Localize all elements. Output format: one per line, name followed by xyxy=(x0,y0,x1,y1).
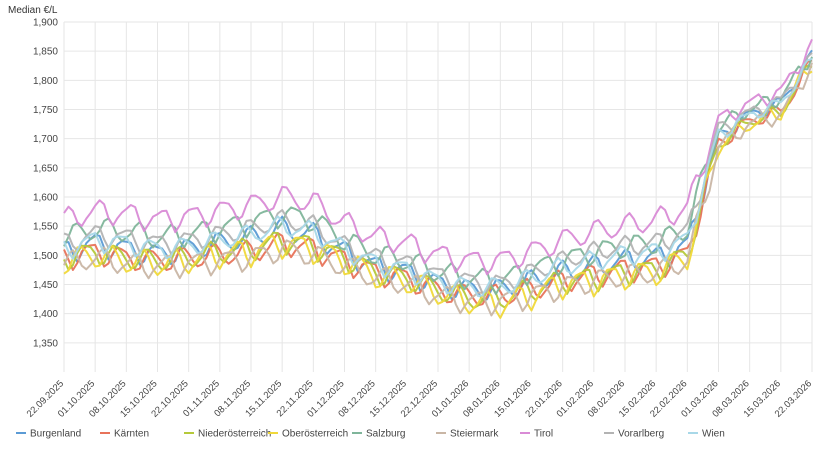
series-line-tirol[interactable] xyxy=(63,38,813,276)
y-tick-label: 1,600 xyxy=(33,193,58,204)
y-tick-label: 1,650 xyxy=(33,163,58,174)
y-tick-label: 1,550 xyxy=(33,222,58,233)
y-tick-label: 1,350 xyxy=(33,338,58,349)
legend-label: Tirol xyxy=(534,429,553,440)
x-axis: 22.09.202501.10.202508.10.202515.10.2025… xyxy=(25,378,814,419)
series-line-steiermark[interactable] xyxy=(63,62,813,317)
y-tick-label: 1,450 xyxy=(33,280,58,291)
legend-label: Kärnten xyxy=(114,429,149,440)
legend-label: Niederösterreich xyxy=(198,429,271,440)
legend-label: Vorarlberg xyxy=(618,429,664,440)
series-line-salzburg[interactable] xyxy=(63,56,813,295)
series-layer xyxy=(63,38,813,319)
legend-item[interactable]: Vorarlberg xyxy=(604,429,664,440)
legend-label: Oberösterreich xyxy=(282,429,348,440)
legend-item[interactable]: Niederösterreich xyxy=(184,429,271,440)
legend-item[interactable]: Kärnten xyxy=(100,429,149,440)
legend-item[interactable]: Wien xyxy=(688,429,725,440)
y-axis-label: Median €/L xyxy=(8,5,58,16)
legend-item[interactable]: Oberösterreich xyxy=(268,429,348,440)
legend-label: Salzburg xyxy=(366,429,405,440)
y-tick-label: 1,850 xyxy=(33,47,58,58)
series-line-oberösterreich[interactable] xyxy=(63,69,813,319)
legend[interactable]: Burgenland Kärnten Niederösterreich Oberöst… xyxy=(16,429,725,440)
series-line-kärnten[interactable] xyxy=(63,59,813,307)
y-tick-label: 1,900 xyxy=(33,18,58,29)
legend-item[interactable]: Salzburg xyxy=(352,429,405,440)
legend-label: Steiermark xyxy=(450,429,499,440)
y-tick-label: 1,700 xyxy=(33,134,58,145)
y-tick-label: 1,400 xyxy=(33,309,58,320)
legend-item[interactable]: Burgenland xyxy=(16,429,81,440)
y-tick-label: 1,800 xyxy=(33,76,58,87)
grid-layer xyxy=(63,21,813,372)
legend-item[interactable]: Tirol xyxy=(520,429,553,440)
y-tick-label: 1,750 xyxy=(33,105,58,116)
series-line-vorarlberg[interactable] xyxy=(63,52,813,295)
series-line-wien[interactable] xyxy=(63,57,813,298)
legend-label: Burgenland xyxy=(30,429,81,440)
legend-item[interactable]: Steiermark xyxy=(436,429,499,440)
y-tick-label: 1,500 xyxy=(33,251,58,262)
legend-label: Wien xyxy=(702,429,725,440)
y-axis: 1,350 1,400 1,450 1,500 1,550 1,600 1,650 1,700… xyxy=(33,18,58,350)
